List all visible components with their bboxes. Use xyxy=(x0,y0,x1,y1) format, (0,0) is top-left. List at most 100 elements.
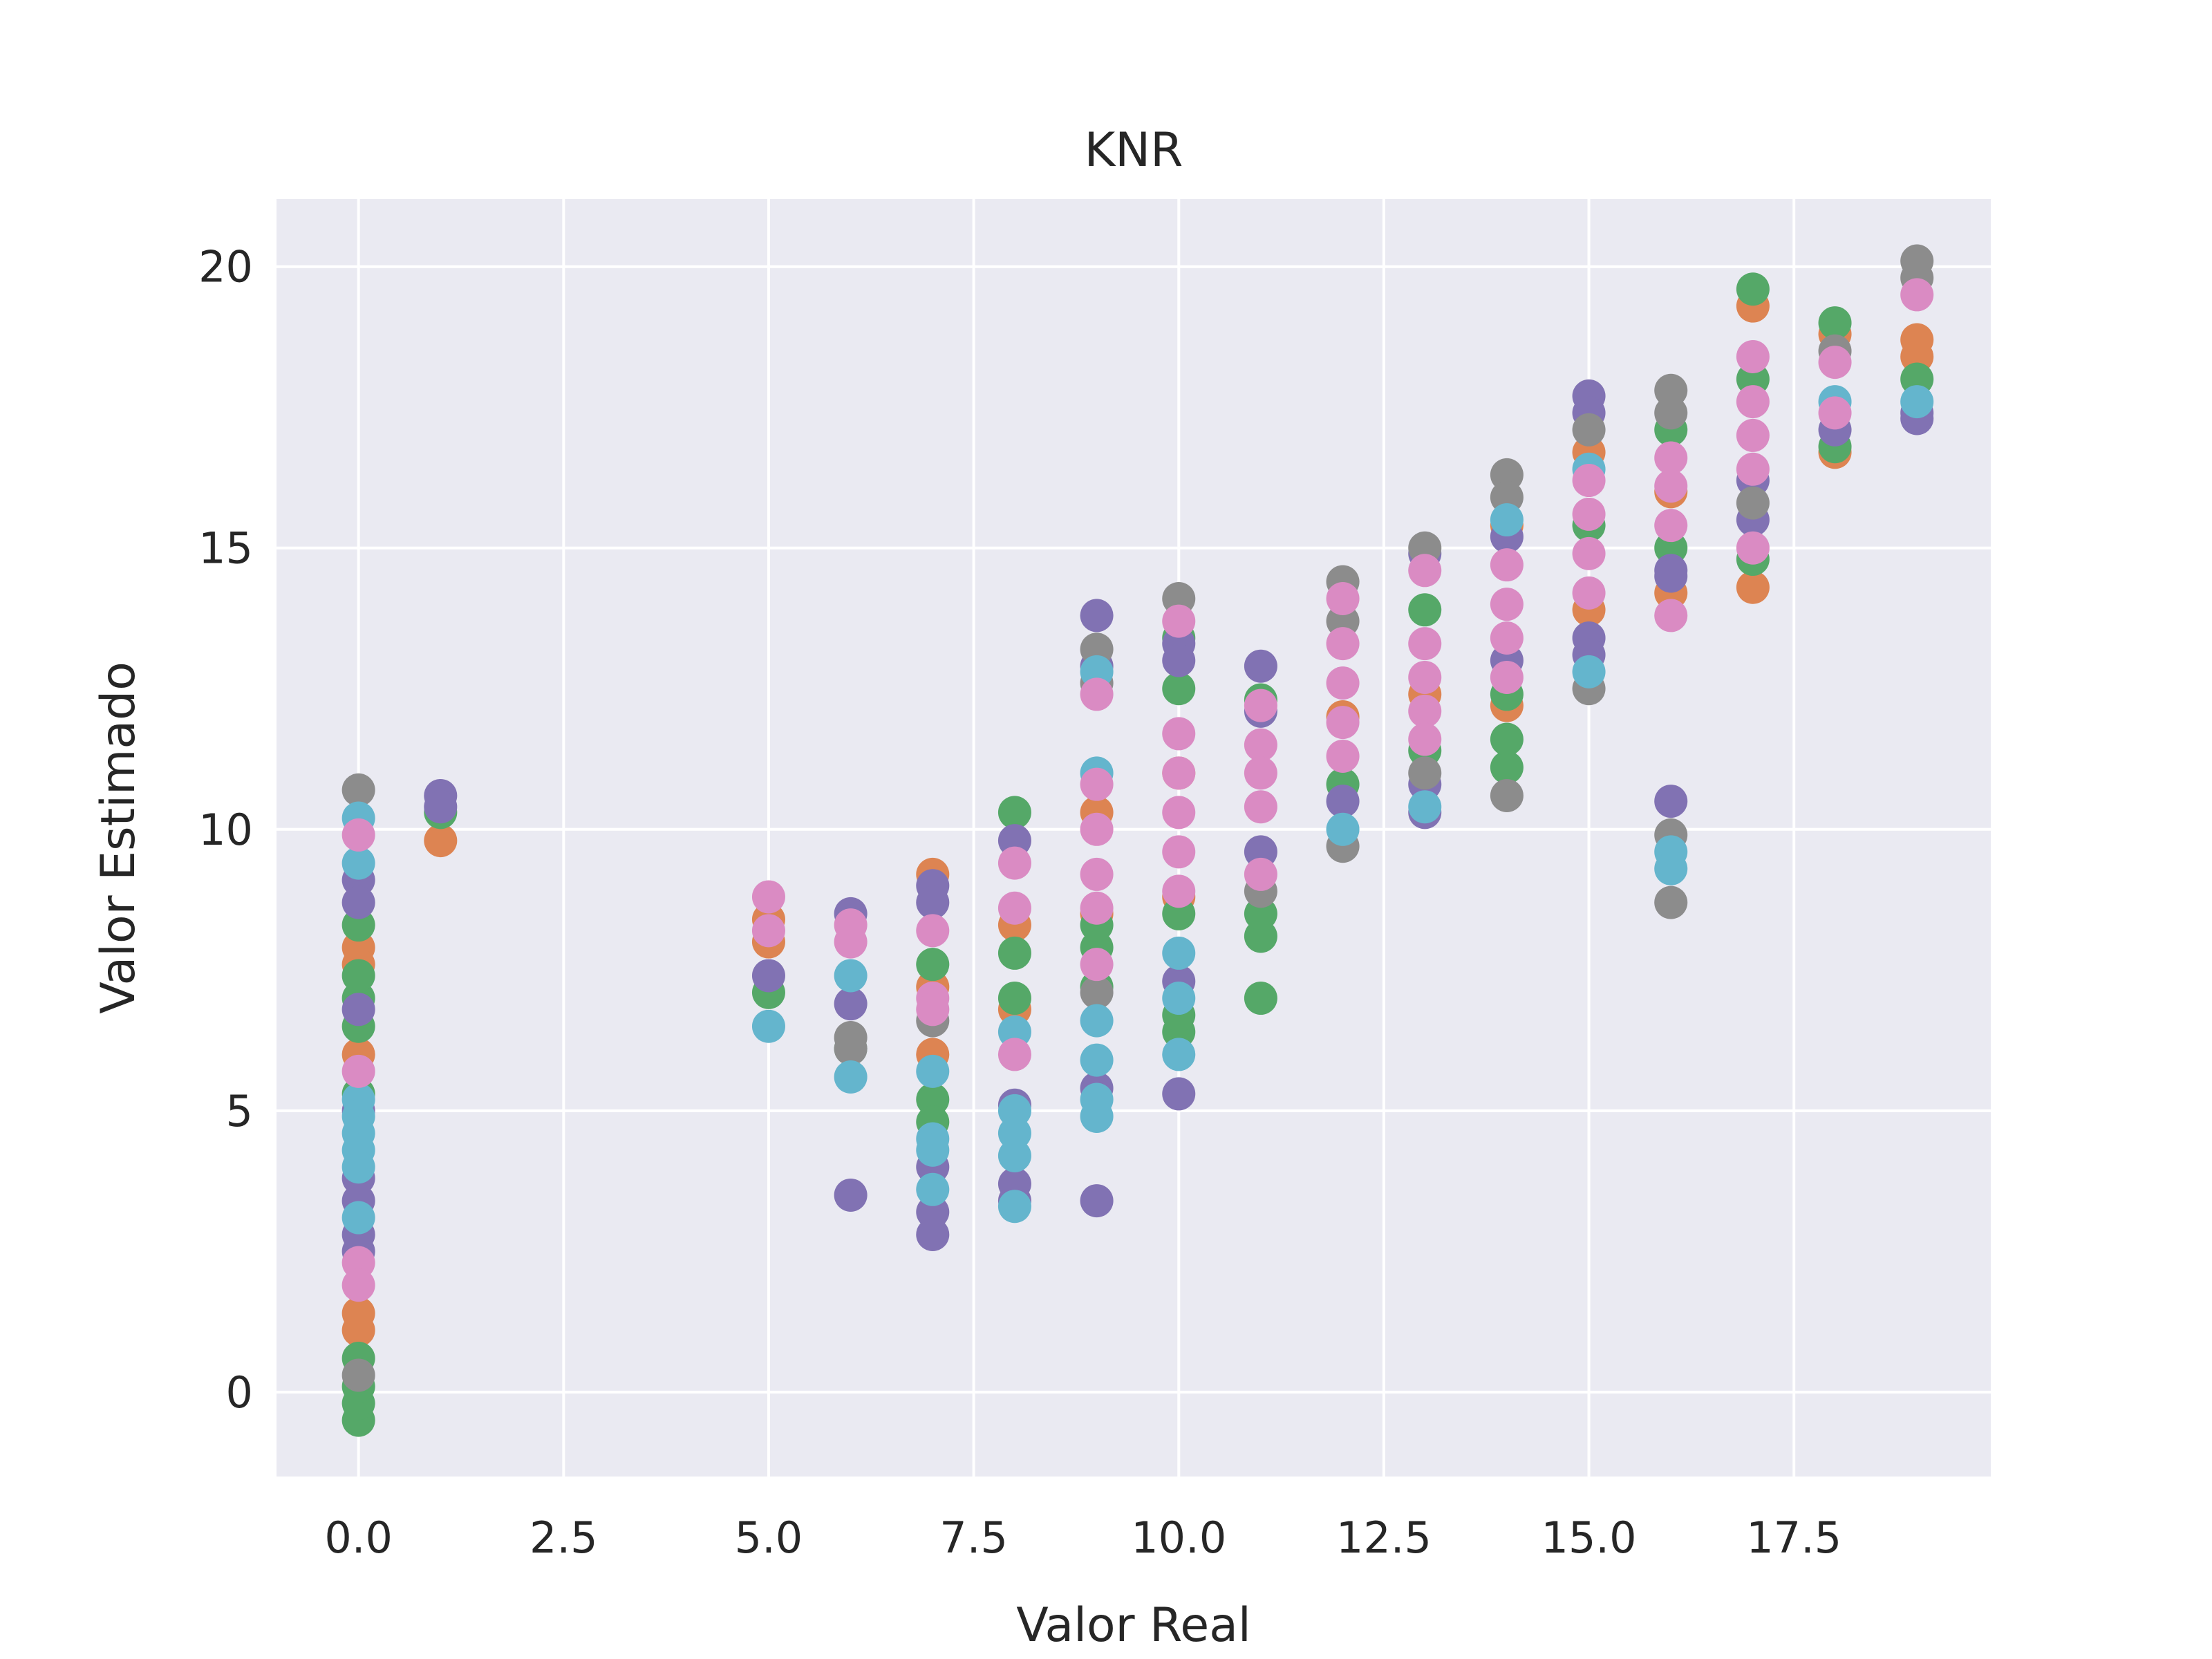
data-point xyxy=(1408,554,1442,588)
data-point xyxy=(1326,627,1360,661)
data-point xyxy=(1900,385,1934,419)
data-point xyxy=(1080,599,1114,632)
x-axis-label: Valor Real xyxy=(1016,1598,1251,1653)
x-tick-label: 5.0 xyxy=(735,1512,803,1563)
x-tick-label: 0.0 xyxy=(324,1512,393,1563)
data-point xyxy=(1080,948,1114,982)
data-point xyxy=(341,773,375,807)
data-point xyxy=(1244,688,1277,722)
data-point xyxy=(997,1190,1031,1224)
data-point xyxy=(1654,559,1688,593)
data-point xyxy=(1818,396,1852,430)
data-point xyxy=(1244,649,1277,683)
y-tick-label: 0 xyxy=(226,1367,253,1418)
data-point xyxy=(1162,835,1196,869)
data-point xyxy=(1654,885,1688,919)
data-point xyxy=(1162,1038,1196,1071)
data-point xyxy=(997,936,1031,970)
data-point xyxy=(1162,1077,1196,1111)
data-point xyxy=(1818,306,1852,340)
data-point xyxy=(916,1217,950,1251)
data-point xyxy=(341,885,375,919)
data-point xyxy=(1162,756,1196,790)
data-point xyxy=(1408,593,1442,627)
data-point xyxy=(1080,767,1114,801)
data-point xyxy=(1080,891,1114,925)
data-point xyxy=(1408,627,1442,661)
data-point xyxy=(834,1178,868,1212)
data-point xyxy=(1244,756,1277,790)
data-point xyxy=(916,914,950,948)
data-point xyxy=(1654,396,1688,430)
data-point xyxy=(1408,722,1442,756)
data-point xyxy=(1162,604,1196,638)
data-point xyxy=(916,885,950,919)
y-tick-label: 15 xyxy=(198,523,253,574)
x-tick-label: 15.0 xyxy=(1541,1512,1637,1563)
data-point xyxy=(1162,874,1196,908)
data-point xyxy=(916,1133,950,1167)
data-point xyxy=(751,959,785,993)
data-point xyxy=(1162,672,1196,706)
data-point xyxy=(997,982,1031,1015)
data-point xyxy=(1900,278,1934,312)
data-point xyxy=(997,846,1031,880)
data-point xyxy=(1326,582,1360,616)
data-point xyxy=(1080,677,1114,711)
data-point xyxy=(1244,857,1277,891)
data-point xyxy=(834,959,868,993)
data-point xyxy=(1326,739,1360,773)
data-point xyxy=(997,796,1031,830)
data-point xyxy=(1818,346,1852,379)
data-point xyxy=(1572,497,1606,531)
data-point xyxy=(916,948,950,982)
data-point xyxy=(341,1313,375,1347)
data-point xyxy=(1080,1004,1114,1038)
x-tick-label: 2.5 xyxy=(529,1512,598,1563)
data-point xyxy=(341,1268,375,1302)
data-point xyxy=(1326,666,1360,700)
data-point xyxy=(341,959,375,993)
data-point xyxy=(1654,599,1688,632)
data-point xyxy=(1326,812,1360,846)
data-point xyxy=(1326,706,1360,740)
data-point xyxy=(1162,936,1196,970)
y-tick-label: 10 xyxy=(198,805,253,855)
data-point xyxy=(1572,536,1606,570)
data-point xyxy=(1080,857,1114,891)
plot-background xyxy=(276,199,1991,1477)
data-point xyxy=(1080,1184,1114,1218)
data-point xyxy=(1736,531,1770,565)
data-point xyxy=(1490,548,1524,582)
data-point xyxy=(1162,796,1196,830)
series-5 xyxy=(341,278,1934,1302)
x-tick-label: 12.5 xyxy=(1336,1512,1432,1563)
data-point xyxy=(1080,1043,1114,1077)
data-point xyxy=(1490,660,1524,694)
data-point xyxy=(341,818,375,852)
data-point xyxy=(1654,509,1688,543)
data-point xyxy=(341,1150,375,1184)
x-tick-labels: 0.0 2.5 5.0 7.5 10.0 12.5 15.0 17.5 xyxy=(324,1512,1841,1563)
data-point xyxy=(997,1138,1031,1172)
data-point xyxy=(834,925,868,959)
data-point xyxy=(1572,464,1606,498)
data-point xyxy=(341,846,375,880)
data-point xyxy=(916,1172,950,1206)
data-point xyxy=(1490,588,1524,621)
scatter-points xyxy=(341,244,1934,1437)
data-point xyxy=(1408,790,1442,824)
data-point xyxy=(1326,785,1360,818)
data-point xyxy=(916,1054,950,1088)
data-point xyxy=(1736,339,1770,373)
data-point xyxy=(1162,717,1196,751)
data-point xyxy=(424,790,458,824)
data-point xyxy=(834,1060,868,1094)
data-point xyxy=(751,1009,785,1043)
data-point xyxy=(1572,576,1606,610)
data-point xyxy=(1736,452,1770,486)
data-point xyxy=(1654,785,1688,818)
data-point xyxy=(997,891,1031,925)
data-point xyxy=(1490,722,1524,756)
data-point xyxy=(1490,778,1524,812)
